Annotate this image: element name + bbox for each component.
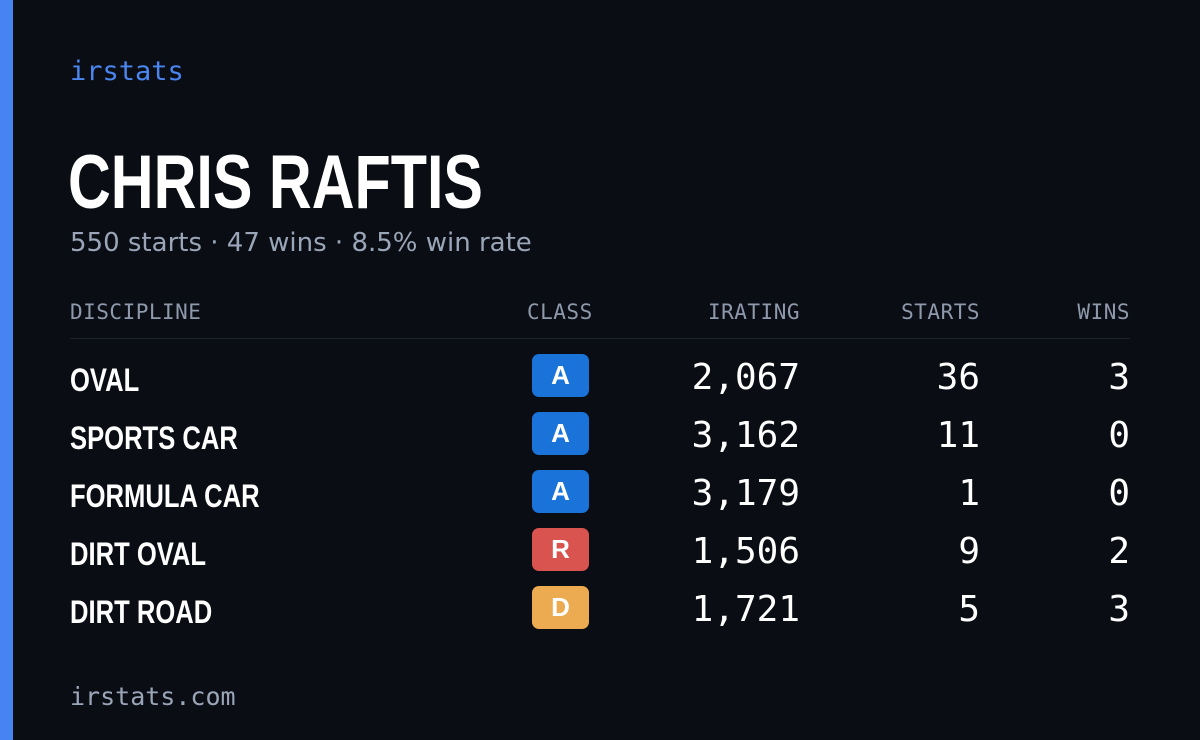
table-header: DISCIPLINE CLASS IRATING STARTS WINS (70, 300, 1130, 339)
accent-bar (0, 0, 13, 740)
license-class-badge: A (532, 354, 589, 397)
footer-url: irstats.com (70, 682, 236, 711)
table-row: OVAL A 2,067 36 3 (70, 352, 1130, 410)
starts-value: 36 (936, 357, 980, 398)
brand-logo: irstats (70, 56, 184, 87)
license-class-badge: A (532, 412, 589, 455)
irating-value: 1,506 (691, 531, 800, 572)
discipline-name: SPORTS CAR (70, 420, 238, 456)
page-title: CHRIS RAFTIS (68, 140, 483, 225)
irating-value: 3,162 (691, 415, 800, 456)
irating-value: 2,067 (691, 357, 800, 398)
starts-value: 11 (936, 415, 980, 456)
starts-value: 5 (958, 589, 980, 630)
column-header-irating: IRATING (707, 300, 800, 324)
table-row: SPORTS CAR A 3,162 11 0 (70, 410, 1130, 468)
discipline-name: FORMULA CAR (70, 478, 260, 514)
wins-value: 2 (1108, 531, 1130, 572)
wins-value: 0 (1108, 415, 1130, 456)
license-class-badge: D (532, 586, 589, 629)
license-class-badge: A (532, 470, 589, 513)
discipline-name: DIRT ROAD (70, 594, 213, 630)
irating-value: 3,179 (691, 473, 800, 514)
license-class-badge: R (532, 528, 589, 571)
stats-table: OVAL A 2,067 36 3 SPORTS CAR A 3,162 11 … (70, 352, 1130, 642)
table-row: DIRT OVAL R 1,506 9 2 (70, 526, 1130, 584)
column-header-discipline: DISCIPLINE (70, 300, 202, 324)
column-header-class: CLASS (527, 300, 593, 324)
column-header-starts: STARTS (901, 300, 980, 324)
wins-value: 3 (1108, 589, 1130, 630)
starts-value: 9 (958, 531, 980, 572)
discipline-name: OVAL (70, 362, 140, 398)
column-header-wins: WINS (1077, 300, 1130, 324)
wins-value: 3 (1108, 357, 1130, 398)
wins-value: 0 (1108, 473, 1130, 514)
discipline-name: DIRT OVAL (70, 536, 207, 572)
starts-value: 1 (958, 473, 980, 514)
table-row: DIRT ROAD D 1,721 5 3 (70, 584, 1130, 642)
driver-summary: 550 starts · 47 wins · 8.5% win rate (70, 228, 532, 258)
irating-value: 1,721 (691, 589, 800, 630)
table-row: FORMULA CAR A 3,179 1 0 (70, 468, 1130, 526)
